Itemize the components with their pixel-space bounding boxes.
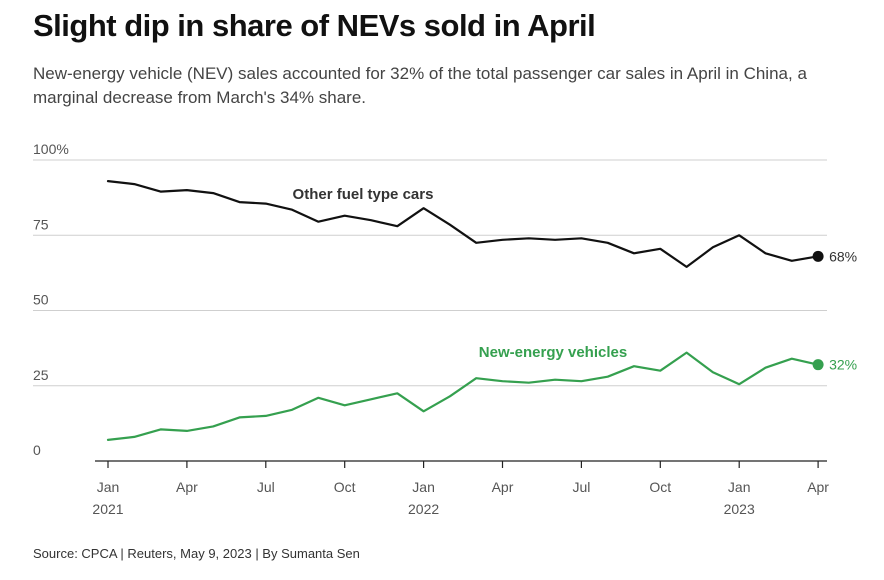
x-tick-label-month: Jan (412, 479, 435, 495)
line-chart: 0 25 50 75 100% Jan 2021 Apr Jul Oct Jan 2022 Apr Ju… (33, 141, 857, 517)
end-point-other (812, 250, 824, 262)
y-tick-label: 100% (33, 141, 69, 157)
end-point-nev (812, 359, 824, 371)
x-tick-label-month: Jul (257, 479, 275, 495)
x-tick-label-month: Apr (492, 479, 514, 495)
series-line-other (106, 180, 820, 268)
x-axis: Jan 2021 Apr Jul Oct Jan 2022 Apr Jul Oct Jan 2023 A… (92, 461, 829, 517)
y-tick-label: 75 (33, 216, 49, 232)
chart-title: Slight dip in share of NEVs sold in Apri… (33, 8, 596, 43)
x-tick-label-month: Jul (572, 479, 590, 495)
series: 68% Other fuel type cars 32% New-energy veh… (106, 180, 857, 441)
series-label-nev: New-energy vehicles (479, 344, 627, 361)
y-tick-label: 25 (33, 367, 49, 383)
series-label-other: Other fuel type cars (293, 186, 434, 203)
x-tick-label-year: 2023 (724, 501, 755, 517)
chart-subtitle: New-energy vehicle (NEV) sales accounted… (33, 64, 807, 107)
x-tick-label-month: Jan (97, 479, 120, 495)
x-tick-label-month: Apr (807, 479, 829, 495)
source-note: Source: CPCA | Reuters, May 9, 2023 | By… (33, 546, 360, 561)
x-tick-label-year: 2021 (92, 501, 123, 517)
y-axis-labels: 0 25 50 75 100% (33, 141, 69, 458)
x-tick-label-month: Oct (649, 479, 671, 495)
end-value-label-nev: 32% (829, 357, 857, 373)
x-tick-label-month: Apr (176, 479, 198, 495)
x-tick-label-year: 2022 (408, 501, 439, 517)
y-tick-label: 50 (33, 292, 49, 308)
x-tick-label-month: Oct (334, 479, 356, 495)
series-line-nev (106, 351, 820, 441)
y-tick-label: 0 (33, 442, 41, 458)
x-tick-label-month: Jan (728, 479, 751, 495)
gridlines (33, 159, 827, 462)
end-value-label-other: 68% (829, 248, 857, 264)
